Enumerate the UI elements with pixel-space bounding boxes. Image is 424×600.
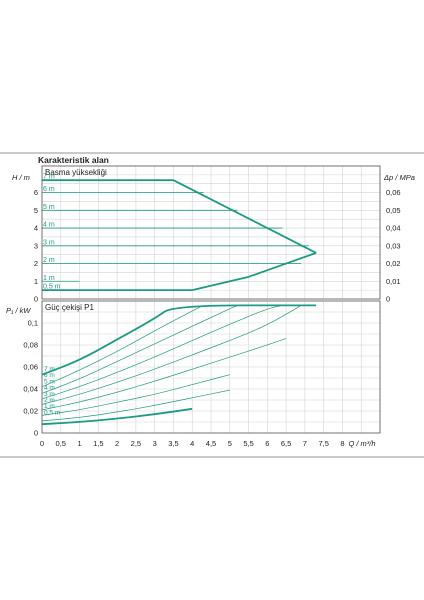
head-y-right-tick-label: 0,03 [386, 241, 401, 250]
head-y-tick-label: 5 [34, 206, 38, 215]
power-curve-1-m [41, 389, 230, 422]
head-y-right-axis-label: Δp / MPa [383, 173, 415, 182]
x-tick-label: 6,5 [281, 439, 291, 448]
x-tick-label: 3 [153, 439, 157, 448]
x-tick-label: 1,5 [93, 439, 103, 448]
x-tick-label: 7,5 [318, 439, 328, 448]
head-subtitle: Basma yüksekliği [45, 168, 107, 177]
x-tick-label: 5,5 [243, 439, 253, 448]
head-curve-envelope-9 [192, 252, 317, 292]
power-curve-7-m [41, 305, 204, 388]
head-y-tick-label: 4 [34, 224, 38, 233]
head-y-tick-label: 6 [34, 188, 38, 197]
power-y-tick-label: 0,04 [23, 385, 38, 394]
x-tick-label: 5 [228, 439, 232, 448]
x-tick-label: 6 [265, 439, 269, 448]
head-curve-envelope-8 [173, 179, 317, 254]
power-y-tick-label: 0,06 [23, 363, 38, 372]
power-curve-5-m [41, 305, 283, 400]
power-level-label: 7 m [44, 366, 55, 373]
power-grid [41, 300, 381, 434]
power-y-tick-label: 0,02 [23, 407, 38, 416]
head-y-tick-label: 2 [34, 259, 38, 268]
power-curve-max [41, 304, 317, 376]
power-curve-2-m [41, 374, 230, 416]
power-level-label: 2 m [44, 397, 55, 404]
power-curve-3-m [41, 338, 287, 411]
power-level-label: 0,5 m [44, 409, 60, 416]
bottom-rule [0, 456, 424, 458]
chart-title: Karakteristik alan [38, 155, 109, 165]
head-y-tick-label: 3 [34, 241, 38, 250]
head-level-label: 2 m [43, 257, 55, 264]
x-tick-label: 2 [115, 439, 119, 448]
power-panel-frame [41, 300, 381, 434]
x-tick-label: 2,5 [131, 439, 141, 448]
axes-text: 0,5 m1 m2 m3 m4 m5 m6 m7 m7 m6 m5 m4 m3 … [6, 168, 415, 448]
power-level-label: 4 m [44, 385, 55, 392]
power-level-label: 1 m [44, 403, 55, 410]
head-y-right-tick-label: 0,06 [386, 188, 401, 197]
head-level-label: 6 m [43, 186, 55, 193]
head-level-label: 3 m [43, 239, 55, 246]
x-tick-label: 4,5 [206, 439, 216, 448]
head-y-right-tick-label: 0,02 [386, 259, 401, 268]
head-level-label: 5 m [43, 204, 55, 211]
power-y-tick-label: 0 [34, 429, 38, 438]
head-level-label: 0,5 m [43, 284, 61, 291]
head-y-axis-label: H / m [12, 173, 30, 182]
head-y-right-tick-label: 0,01 [386, 277, 401, 286]
power-y-tick-label: 0,08 [23, 341, 38, 350]
head-level-label: 4 m [43, 222, 55, 229]
head-level-label: 7 m [43, 174, 55, 181]
x-tick-label: 0 [40, 439, 44, 448]
x-tick-label: 1 [77, 439, 81, 448]
power-level-label: 5 m [44, 378, 55, 385]
frames [41, 165, 381, 434]
head-y-right-tick-label: 0,05 [386, 206, 401, 215]
power-curve-4-m [41, 305, 302, 405]
head-grid [41, 165, 381, 300]
head-panel-frame [41, 165, 381, 300]
power-y-axis-label: P₁ / kW [6, 306, 31, 315]
head-level-label: 1 m [43, 275, 55, 282]
x-tick-label: 3,5 [168, 439, 178, 448]
head-y-right-tick-label: 0 [386, 295, 390, 304]
head-y-right-tick-label: 0,04 [386, 224, 401, 233]
power-curves [41, 304, 317, 426]
power-curve-0-5-m [41, 407, 193, 426]
x-tick-label: 7 [303, 439, 307, 448]
head-y-tick-label: 0 [34, 295, 38, 304]
power-y-tick-label: 0,1 [28, 319, 38, 328]
head-curves [42, 179, 317, 292]
power-level-label: 6 m [44, 372, 55, 379]
power-level-label: 3 m [44, 391, 55, 398]
head-y-tick-label: 1 [34, 277, 38, 286]
x-axis-label: Q / m³/h [348, 439, 375, 448]
power-curve-6-m [41, 305, 238, 394]
power-subtitle: Güç çekişi P1 [45, 303, 94, 312]
x-tick-label: 0,5 [56, 439, 66, 448]
x-tick-label: 4 [190, 439, 194, 448]
x-tick-label: 8 [340, 439, 344, 448]
top-rule [0, 152, 424, 154]
